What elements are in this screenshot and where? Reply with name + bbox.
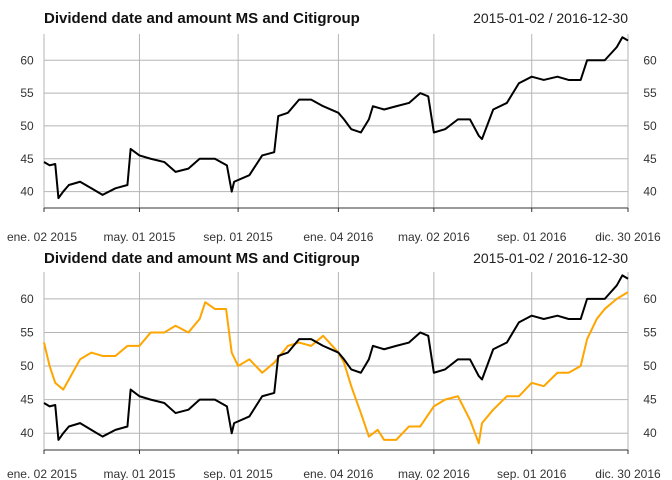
y-tick-label-right: 55 (643, 325, 657, 339)
x-tick-label: sep. 01 2016 (497, 230, 567, 244)
x-tick-label: sep. 01 2015 (203, 467, 273, 480)
x-tick-label: may. 02 2016 (398, 230, 470, 244)
y-tick-label-left: 45 (20, 152, 34, 166)
x-tick-label: ene. 04 2016 (303, 467, 373, 480)
x-tick-label: may. 02 2016 (398, 467, 470, 480)
y-tick-label-right: 55 (643, 86, 657, 100)
y-tick-label-right: 45 (643, 152, 657, 166)
y-tick-label-left: 60 (20, 53, 34, 67)
x-tick-label: dic. 30 2016 (595, 230, 661, 244)
y-tick-label-left: 40 (20, 185, 34, 199)
x-tick-label: dic. 30 2016 (595, 467, 661, 480)
y-tick-label-right: 60 (643, 53, 657, 67)
x-tick-label: ene. 04 2016 (303, 230, 373, 244)
y-tick-label-left: 45 (20, 393, 34, 407)
chart-title-2: Dividend date and amount MS and Citigrou… (44, 250, 360, 267)
y-tick-label-right: 60 (643, 292, 657, 306)
y-tick-label-right: 50 (643, 359, 657, 373)
date-range-2: 2015-01-02 / 2016-12-30 (473, 250, 628, 266)
y-tick-label-right: 40 (643, 426, 657, 440)
y-tick-label-right: 50 (643, 119, 657, 133)
x-tick-label: sep. 01 2015 (203, 230, 273, 244)
series-group-2 (43, 274, 629, 445)
x-tick-label: may. 01 2015 (104, 230, 176, 244)
series-line-ms (43, 274, 629, 441)
y-tick-label-left: 50 (20, 359, 34, 373)
series-line-ms (43, 36, 629, 200)
x-axis-2: ene. 02 2015 may. 01 2015 sep. 01 2015 ene.… (7, 450, 661, 480)
chart-panel-2: Dividend date and amount MS and Citigrou… (7, 250, 661, 480)
x-tick-label: ene. 02 2015 (7, 467, 77, 480)
y-tick-label-left: 55 (20, 86, 34, 100)
grid-1 (43, 34, 629, 208)
chart-panel-1: Dividend date and amount MS and Citigrou… (7, 10, 661, 244)
y-tick-label-left: 60 (20, 292, 34, 306)
x-tick-label: ene. 02 2015 (7, 230, 77, 244)
date-range-1: 2015-01-02 / 2016-12-30 (473, 10, 628, 26)
series-line-citi (43, 291, 629, 445)
y-tick-label-left: 55 (20, 325, 34, 339)
y-tick-label-right: 40 (643, 185, 657, 199)
y-tick-label-right: 45 (643, 393, 657, 407)
y-axis-2: 40 40 45 45 50 50 55 55 60 60 (20, 292, 657, 440)
x-tick-label: may. 01 2015 (104, 467, 176, 480)
x-axis-1: ene. 02 2015 may. 01 2015 sep. 01 2015 ene.… (7, 208, 661, 244)
x-tick-label: sep. 01 2016 (497, 467, 567, 480)
grid-2 (43, 272, 629, 450)
series-group-1 (43, 36, 629, 200)
y-tick-label-left: 40 (20, 426, 34, 440)
y-tick-label-left: 50 (20, 119, 34, 133)
chart-title-1: Dividend date and amount MS and Citigrou… (44, 10, 360, 27)
y-axis-1: 40 40 45 45 50 50 55 55 60 60 (20, 53, 657, 198)
